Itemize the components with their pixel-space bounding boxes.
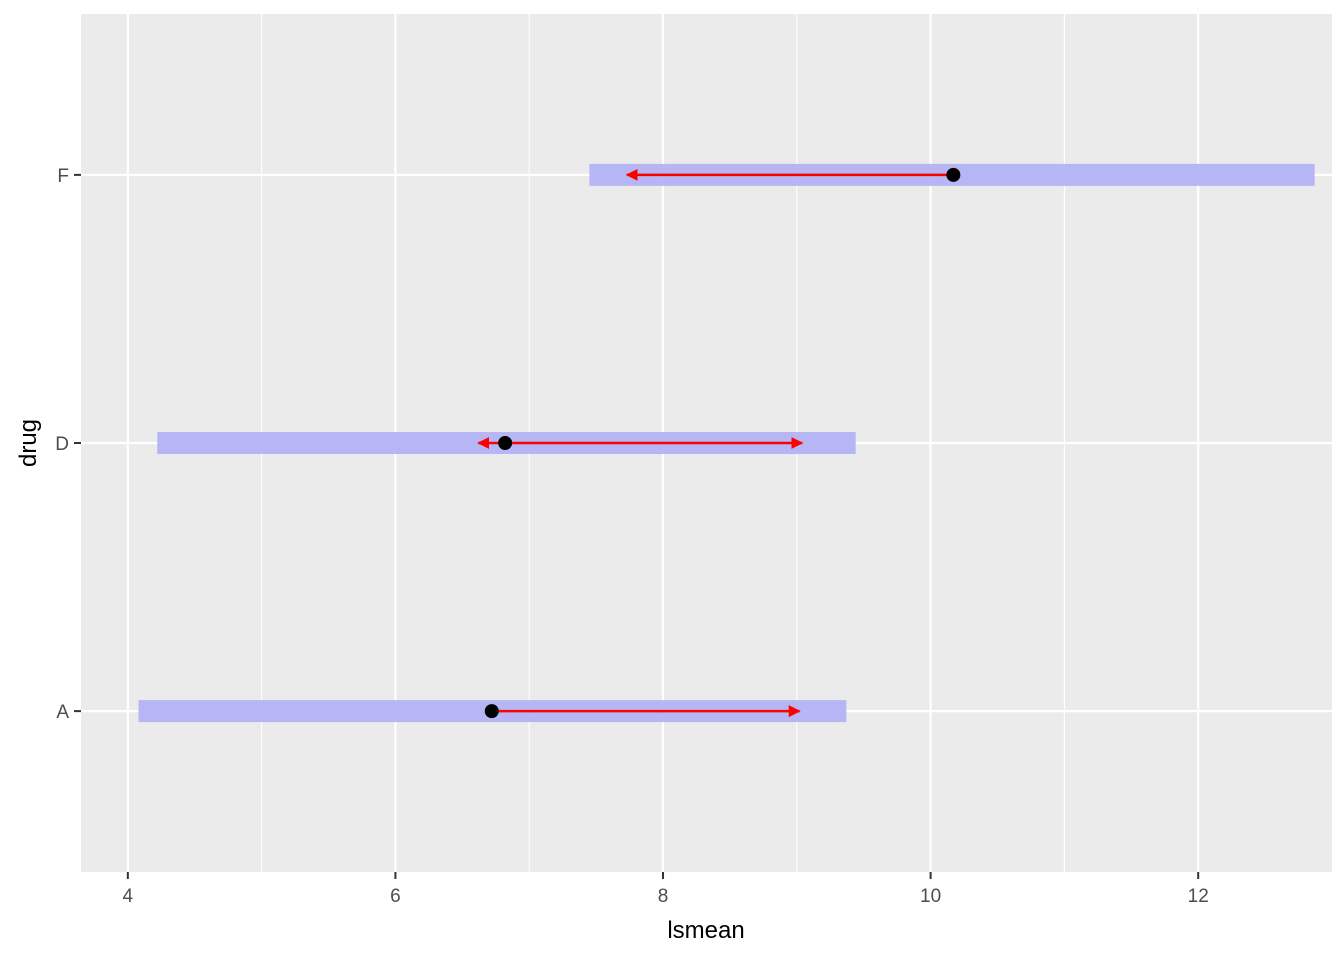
x-axis-title: lsmean [667,917,744,944]
x-axis: 4 6 8 10 12 [123,872,1209,907]
lsmean-point-F [946,167,961,182]
y-axis-title: drug [15,419,42,467]
y-axis: A D F [55,166,81,723]
lsmean-point-A [484,704,499,719]
lsmean-point-D [498,436,513,450]
y-tick-label: A [56,702,69,723]
x-tick-label: 10 [920,886,941,907]
comparison-arrows [477,168,954,718]
lsmean-points [484,167,961,719]
x-tick-label: 6 [390,886,401,907]
y-tick-label: D [55,434,69,455]
x-tick-label: 8 [658,886,669,907]
x-tick-label: 4 [123,886,134,907]
y-tick-label: F [57,166,69,187]
x-tick-label: 12 [1188,886,1209,907]
